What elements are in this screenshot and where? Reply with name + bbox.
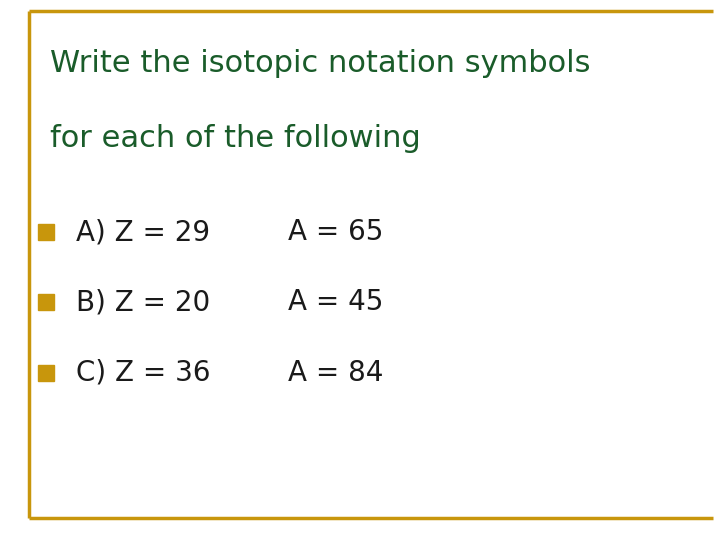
Text: A = 45: A = 45 bbox=[288, 288, 383, 316]
Bar bbox=[38, 364, 54, 381]
Text: A) Z = 29: A) Z = 29 bbox=[76, 218, 210, 246]
Bar bbox=[38, 224, 54, 240]
Text: A = 84: A = 84 bbox=[288, 359, 383, 387]
Text: A = 65: A = 65 bbox=[288, 218, 383, 246]
Text: B) Z = 20: B) Z = 20 bbox=[76, 288, 210, 316]
Text: Write the isotopic notation symbols: Write the isotopic notation symbols bbox=[50, 49, 591, 78]
Bar bbox=[38, 294, 54, 310]
Text: for each of the following: for each of the following bbox=[50, 124, 421, 153]
Text: C) Z = 36: C) Z = 36 bbox=[76, 359, 210, 387]
